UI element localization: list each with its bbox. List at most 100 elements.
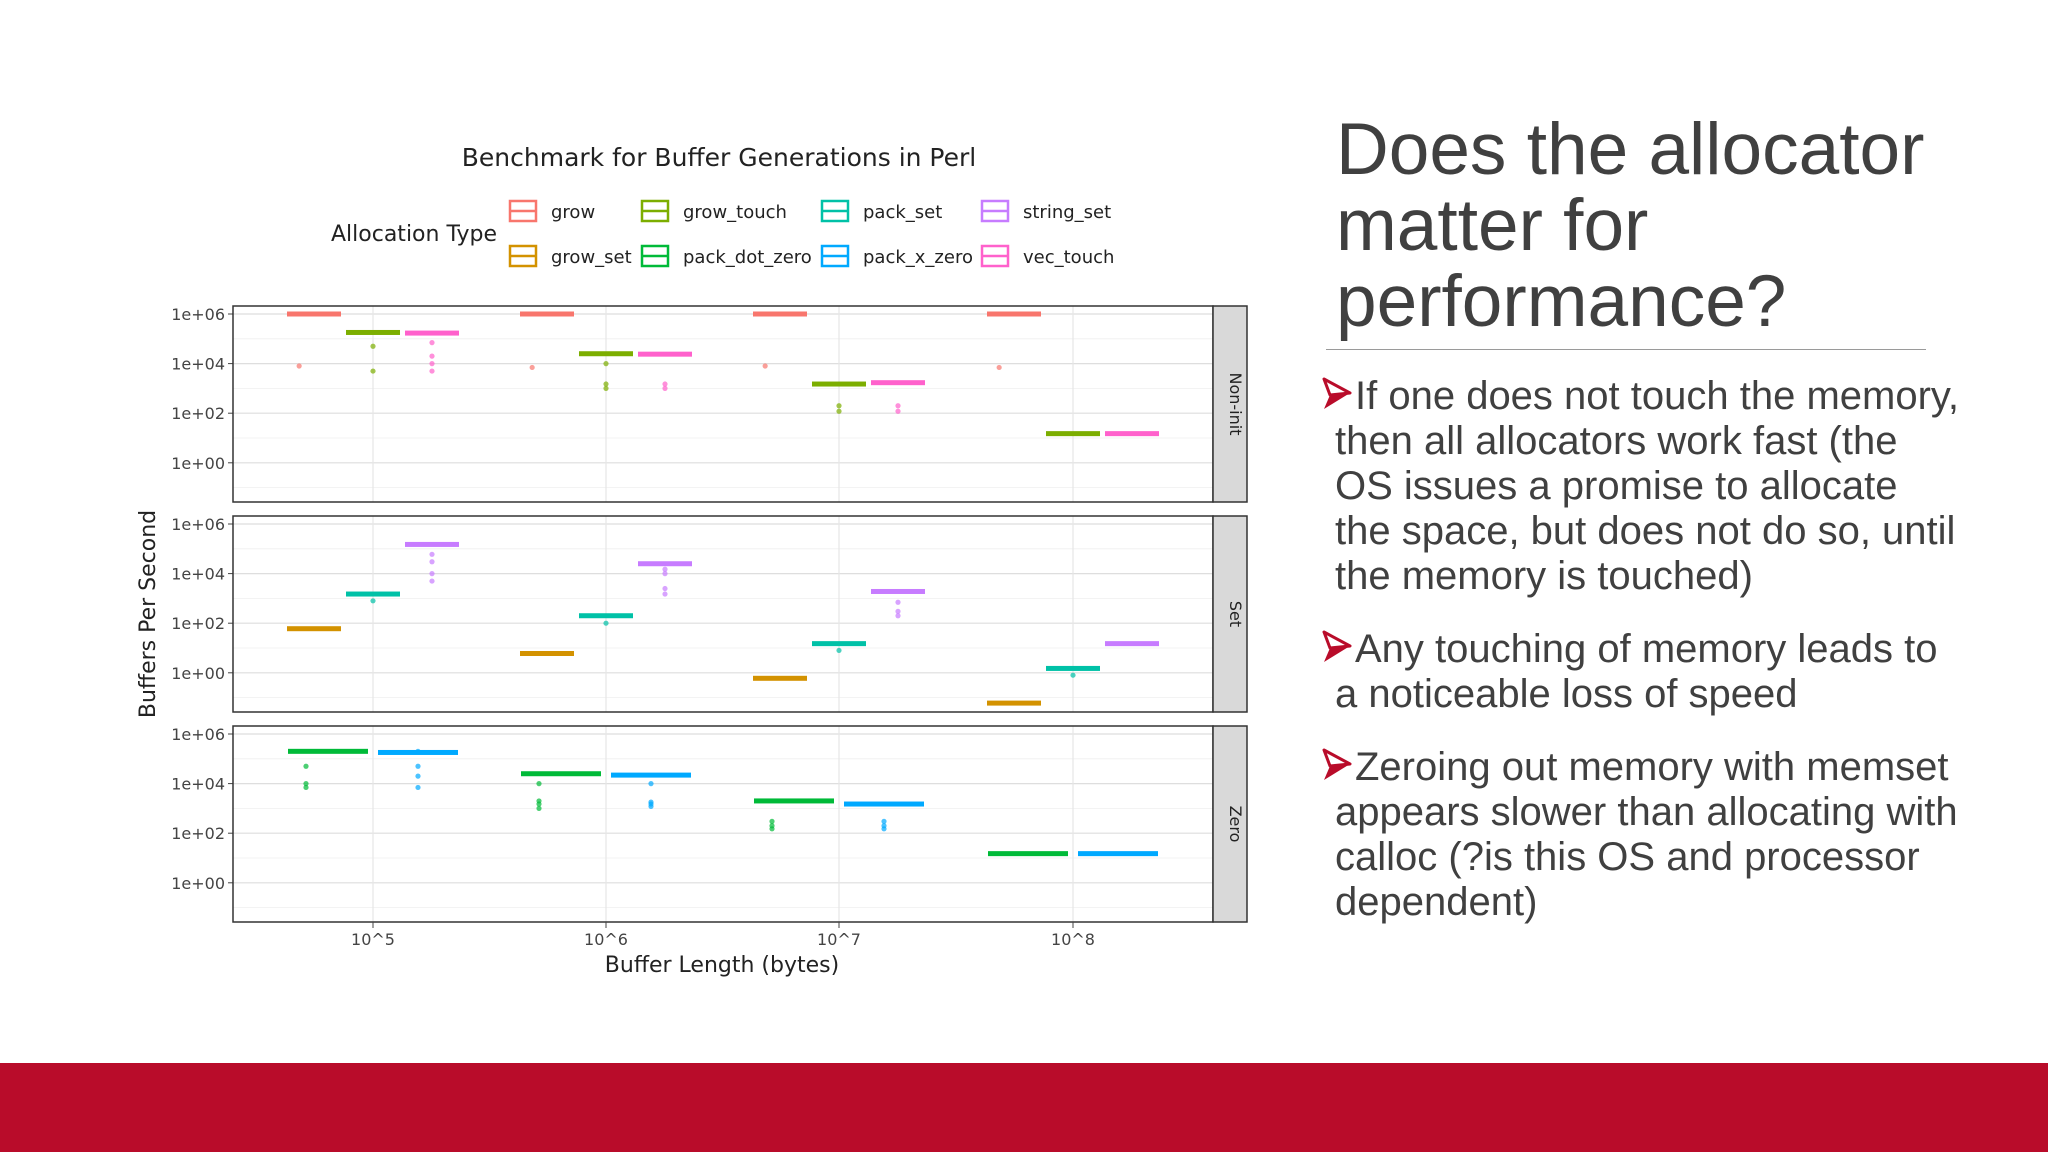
title-divider: [1326, 349, 1926, 350]
outlier-point: [895, 599, 901, 605]
outlier-point: [662, 585, 668, 592]
outlier-point: [429, 361, 435, 367]
outlier-point: [662, 381, 668, 387]
legend: grow grow_set grow_touch pack_dot_zero pack_…: [508, 199, 1114, 268]
legend-title: Allocation Type: [331, 222, 497, 247]
outlier-point: [1070, 672, 1076, 678]
legend-item-pack-set: pack_set: [820, 199, 942, 223]
outlier-point: [429, 340, 435, 346]
box-grow: [753, 311, 807, 317]
slide-title: Does the allocator matter for performanc…: [1336, 109, 1925, 342]
arrow-bullet-icon: [1322, 630, 1352, 662]
legend-label: grow_touch: [683, 202, 787, 223]
panel-background: [233, 306, 1213, 502]
outlier-point: [415, 784, 421, 791]
box-string-set: [405, 541, 459, 547]
box-grow-set: [987, 700, 1041, 706]
outlier-point: [429, 368, 435, 374]
bullet-item: If one does not touch the memory, then a…: [1322, 374, 1962, 599]
y-tick-label: 1e+06: [171, 515, 225, 534]
legend-item-string-set: string_set: [980, 199, 1111, 223]
y-tick-label: 1e+00: [171, 664, 225, 683]
outlier-point: [370, 598, 376, 604]
y-axis-label: Buffers Per Second: [136, 510, 161, 718]
footer-bar: [0, 1063, 2048, 1152]
box-pack-dot-zero: [754, 798, 834, 804]
y-tick-label: 1e+04: [171, 565, 225, 584]
outlier-point: [370, 368, 376, 374]
x-tick-label: 10^6: [584, 930, 628, 949]
outlier-point: [836, 403, 842, 409]
box-vec-touch: [871, 380, 925, 386]
arrow-bullet-icon: [1322, 748, 1352, 780]
y-tick-label: 1e+00: [171, 874, 225, 893]
outlier-point: [996, 364, 1002, 371]
panel-background: [233, 726, 1213, 922]
box-string-set: [638, 561, 692, 567]
box-pack-dot-zero: [521, 771, 601, 777]
outlier-point: [529, 364, 535, 371]
facet-panel-non-init: 1e+00 1e+02 1e+04 1e+06 Non-init: [171, 305, 1248, 503]
legend-label: grow: [551, 202, 595, 223]
facet-strip: [1212, 725, 1248, 923]
outlier-point: [769, 826, 775, 832]
x-tick-label: 10^8: [1051, 930, 1095, 949]
box-pack-dot-zero: [288, 748, 368, 754]
box-pack-dot-zero: [988, 851, 1068, 857]
outlier-point: [662, 571, 668, 577]
y-tick-label: 1e+04: [171, 775, 225, 794]
bullet-text: If one does not touch the memory, then a…: [1335, 374, 1960, 598]
outlier-point: [895, 608, 901, 614]
y-tick-label: 1e+00: [171, 454, 225, 473]
box-grow: [520, 311, 574, 317]
legend-item-grow-set: grow_set: [508, 244, 632, 268]
box-pack-set: [1046, 665, 1100, 671]
box-pack-set: [812, 641, 866, 647]
legend-item-vec-touch: vec_touch: [980, 244, 1114, 268]
outlier-point: [536, 805, 542, 812]
outlier-point: [370, 343, 376, 349]
y-tick-label: 1e+04: [171, 355, 225, 374]
bullet-list: If one does not touch the memory, then a…: [1322, 374, 1962, 953]
outlier-point: [429, 353, 435, 359]
facet-panel-set: 1e+00 1e+02 1e+04 1e+06 Set: [171, 515, 1248, 713]
facet-label: Zero: [1226, 806, 1245, 843]
outlier-point: [895, 403, 901, 409]
outlier-point: [536, 801, 542, 807]
outlier-point: [881, 826, 887, 832]
panel-background: [233, 516, 1213, 712]
x-tick-label: 10^7: [817, 930, 861, 949]
series-string-set: [405, 541, 1159, 647]
box-grow-touch: [812, 381, 866, 387]
facet-panel-zero: 1e+00 1e+02 1e+04 1e+06 Zero: [171, 725, 1248, 923]
outlier-point: [415, 748, 421, 754]
series-pack-dot-zero: [288, 748, 1068, 857]
legend-label: pack_x_zero: [863, 247, 973, 268]
outlier-point: [603, 620, 609, 626]
outlier-point: [415, 773, 421, 779]
box-vec-touch: [405, 330, 459, 336]
legend-item-pack-dot-zero: pack_dot_zero: [640, 244, 812, 268]
box-grow-touch: [579, 351, 633, 357]
outlier-point: [429, 559, 435, 565]
box-string-set: [1105, 641, 1159, 647]
legend-label: vec_touch: [1023, 247, 1114, 268]
outlier-point: [429, 578, 435, 584]
box-pack-set: [346, 591, 400, 597]
outlier-point: [296, 363, 302, 369]
legend-label: pack_dot_zero: [683, 247, 812, 268]
legend-item-pack-x-zero: pack_x_zero: [820, 244, 973, 268]
outlier-point: [429, 571, 435, 577]
series-pack-set: [346, 591, 1100, 678]
box-grow: [287, 311, 341, 317]
box-grow-set: [287, 626, 341, 632]
series-grow-set: [287, 626, 1041, 706]
series-vec-touch: [405, 330, 1159, 437]
outlier-point: [603, 361, 609, 367]
outlier-point: [836, 647, 842, 654]
arrow-bullet-icon: [1322, 377, 1352, 409]
x-axis: 10^5 10^6 10^7 10^8: [351, 922, 1095, 949]
box-string-set: [871, 588, 925, 594]
box-pack-x-zero: [611, 772, 691, 778]
